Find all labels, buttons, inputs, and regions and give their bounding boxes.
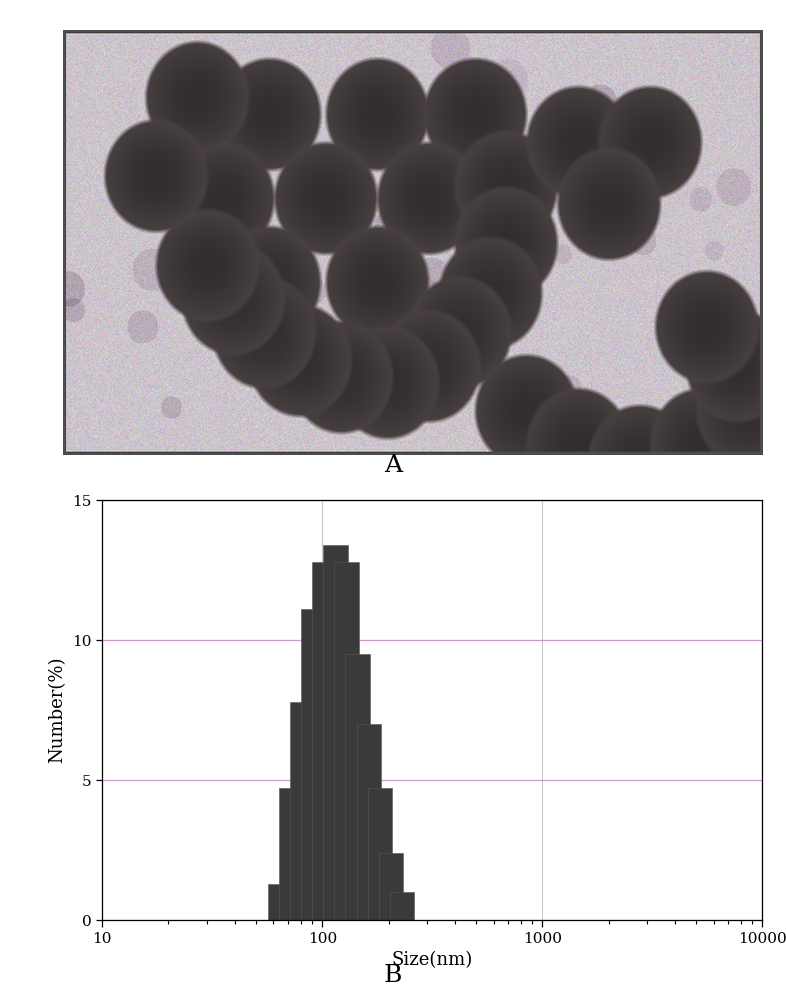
Bar [379, 853, 403, 920]
Bar [390, 892, 414, 920]
Bar [312, 562, 336, 920]
Bar [357, 724, 381, 920]
Y-axis label: Number(%): Number(%) [49, 657, 67, 763]
Text: A: A [384, 454, 402, 477]
Bar [279, 788, 303, 920]
Bar [346, 654, 370, 920]
Bar [324, 545, 348, 920]
Bar [268, 884, 292, 920]
Text: B: B [384, 964, 402, 986]
Bar [290, 702, 314, 920]
Bar [368, 788, 392, 920]
Bar [301, 609, 325, 920]
X-axis label: Size(nm): Size(nm) [391, 951, 473, 969]
Bar [334, 562, 358, 920]
